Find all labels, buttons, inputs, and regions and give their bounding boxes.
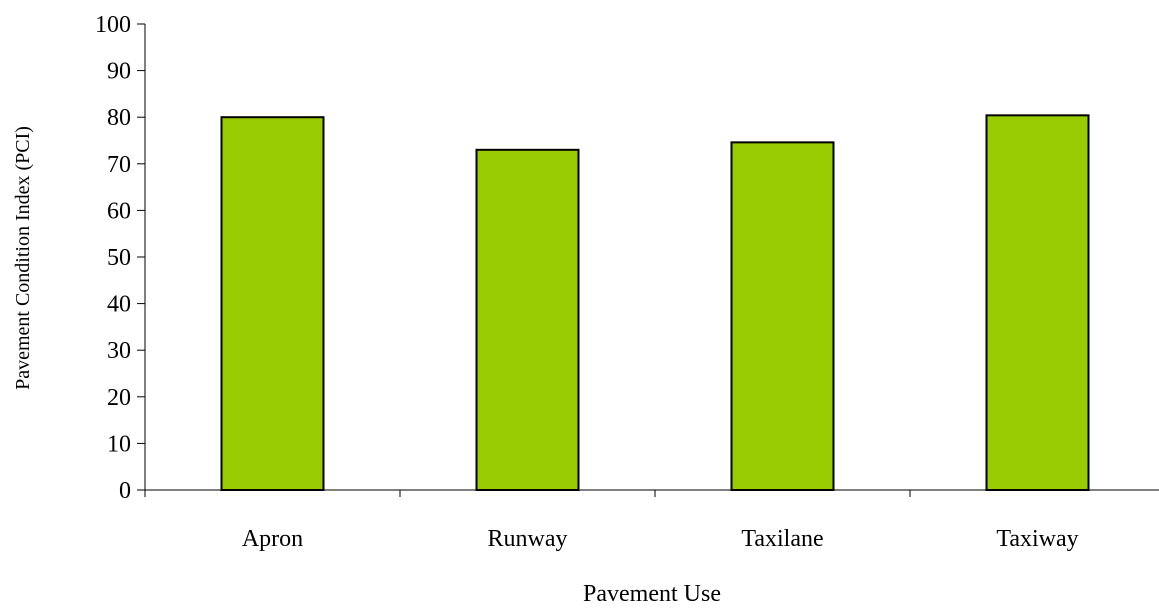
y-tick-label: 20 [107, 385, 131, 411]
x-tick-label-taxilane: Taxilane [741, 526, 823, 552]
y-tick-label: 50 [107, 245, 131, 271]
y-tick-label: 40 [107, 292, 131, 318]
bar-apron [220, 116, 325, 491]
x-tick-label-taxiway: Taxiway [996, 526, 1078, 552]
y-tick-label: 100 [95, 12, 131, 38]
x-tick-label-apron: Apron [242, 526, 303, 552]
y-tick-label: 90 [107, 59, 131, 85]
y-tick-label: 30 [107, 338, 131, 364]
bar-runway [475, 148, 580, 491]
y-tick-label: 70 [107, 152, 131, 178]
y-tick-label: 0 [119, 478, 131, 504]
x-tick-label-runway: Runway [488, 526, 568, 552]
x-axis-title: Pavement Use [583, 581, 721, 607]
y-tick-label: 80 [107, 105, 131, 131]
y-axis-title: Pavement Condition Index (PCI) [12, 126, 34, 390]
y-axis-ticks: 0 10 20 30 40 50 60 70 80 90 100 [95, 12, 145, 504]
bars-group [220, 114, 1090, 491]
y-tick-label: 60 [107, 198, 131, 224]
bar-taxiway [985, 114, 1090, 491]
bar-taxilane [730, 141, 835, 491]
x-axis-ticks: Apron Runway Taxilane Taxiway [144, 490, 1079, 552]
y-tick-label: 10 [107, 431, 131, 457]
